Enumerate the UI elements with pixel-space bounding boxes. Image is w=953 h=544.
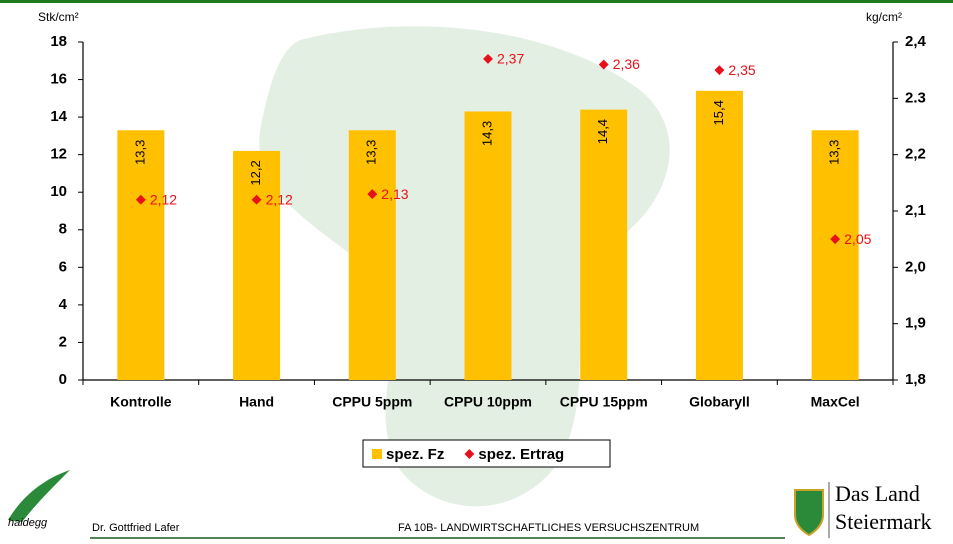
- y2-tick-label: 2.3: [905, 89, 926, 106]
- bar-value-label: 15,4: [711, 100, 726, 125]
- bar: [349, 130, 396, 380]
- logo-right-line1: Das Land: [835, 481, 920, 506]
- y2-axis-title: kg/cm²: [866, 10, 902, 24]
- marker-value-label: 2,36: [613, 56, 640, 72]
- y-tick-label: 4: [59, 296, 68, 313]
- bar: [117, 130, 164, 380]
- x-tick-label: CPPU 5ppm: [332, 394, 412, 410]
- bar-value-label: 14,3: [479, 121, 494, 146]
- bar: [465, 111, 512, 380]
- y-tick-label: 6: [59, 258, 67, 275]
- marker-value-label: 2,37: [497, 51, 524, 67]
- marker-value-label: 2,12: [150, 191, 177, 207]
- bar: [580, 110, 627, 380]
- legend-label: spez. Fz: [386, 446, 444, 463]
- bar-value-label: 14,4: [595, 119, 610, 144]
- y-tick-label: 10: [50, 183, 67, 200]
- y-tick-label: 12: [50, 146, 67, 163]
- y2-tick-label: 2,0: [905, 258, 926, 275]
- x-tick-label: CPPU 10ppm: [444, 394, 532, 410]
- y-tick-label: 8: [59, 221, 67, 238]
- footer-author: Dr. Gottfried Lafer: [92, 522, 180, 534]
- y2-tick-label: 1,8: [905, 371, 926, 388]
- marker-value-label: 2,13: [381, 186, 408, 202]
- marker-value-label: 2,12: [266, 191, 293, 207]
- x-tick-label: Hand: [239, 394, 274, 410]
- top-rule: [0, 0, 953, 3]
- marker-value-label: 2,05: [844, 231, 871, 247]
- bar-value-label: 13,3: [132, 140, 147, 165]
- legend-swatch: [372, 449, 382, 459]
- marker-value-label: 2,35: [728, 62, 755, 78]
- x-tick-label: CPPU 15ppm: [560, 394, 648, 410]
- bar: [812, 130, 859, 380]
- y-tick-label: 18: [50, 33, 67, 50]
- slide: Stk/cm² kg/cm² haidegg Dr. Gottfried Laf…: [0, 0, 953, 544]
- footer-center: FA 10B- LANDWIRTSCHAFTLICHES VERSUCHSZEN…: [398, 522, 699, 534]
- y-tick-label: 14: [50, 108, 67, 125]
- y2-tick-label: 1,9: [905, 315, 926, 332]
- y2-tick-label: 2,1: [905, 202, 926, 219]
- y-axis-title: Stk/cm²: [38, 10, 79, 24]
- x-tick-label: MaxCel: [811, 394, 860, 410]
- logo-right-crest: [795, 490, 823, 535]
- bar-value-label: 12,2: [248, 160, 263, 185]
- logo-right-line2: Steiermark: [835, 509, 932, 534]
- bar-value-label: 13,3: [364, 140, 379, 165]
- y-tick-label: 16: [50, 71, 67, 88]
- y-tick-label: 0: [59, 371, 67, 388]
- y-tick-label: 2: [59, 333, 67, 350]
- x-tick-label: Kontrolle: [110, 394, 172, 410]
- bar: [696, 91, 743, 380]
- x-tick-label: Globaryll: [689, 394, 750, 410]
- logo-left-text: haidegg: [8, 517, 48, 529]
- legend-label: spez. Ertrag: [478, 446, 564, 463]
- bar-value-label: 13,3: [827, 140, 842, 165]
- y2-tick-label: 2,2: [905, 146, 926, 163]
- y2-tick-label: 2,4: [905, 33, 927, 50]
